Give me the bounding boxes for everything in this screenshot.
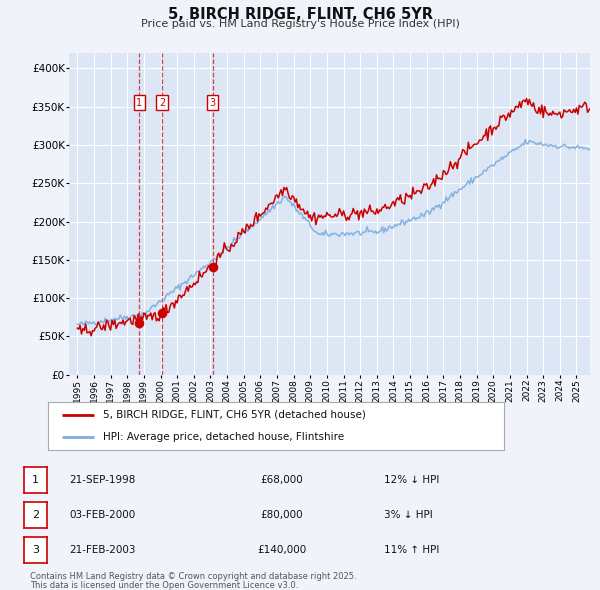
Text: HPI: Average price, detached house, Flintshire: HPI: Average price, detached house, Flin… <box>103 432 344 442</box>
Text: 12% ↓ HPI: 12% ↓ HPI <box>384 475 439 485</box>
Text: 3: 3 <box>32 545 39 555</box>
Text: Price paid vs. HM Land Registry's House Price Index (HPI): Price paid vs. HM Land Registry's House … <box>140 19 460 29</box>
Text: This data is licensed under the Open Government Licence v3.0.: This data is licensed under the Open Gov… <box>30 581 298 590</box>
Text: 3: 3 <box>209 98 216 108</box>
Text: 03-FEB-2000: 03-FEB-2000 <box>69 510 135 520</box>
Text: 2: 2 <box>32 510 39 520</box>
Text: 11% ↑ HPI: 11% ↑ HPI <box>384 545 439 555</box>
Text: 21-SEP-1998: 21-SEP-1998 <box>69 475 136 485</box>
Text: £68,000: £68,000 <box>260 475 304 485</box>
Text: 5, BIRCH RIDGE, FLINT, CH6 5YR: 5, BIRCH RIDGE, FLINT, CH6 5YR <box>167 7 433 22</box>
Point <box>134 318 144 327</box>
Point <box>208 263 218 272</box>
Point <box>157 309 167 318</box>
Text: 21-FEB-2003: 21-FEB-2003 <box>69 545 136 555</box>
Text: 1: 1 <box>136 98 142 108</box>
Text: 5, BIRCH RIDGE, FLINT, CH6 5YR (detached house): 5, BIRCH RIDGE, FLINT, CH6 5YR (detached… <box>103 410 365 420</box>
Text: 3% ↓ HPI: 3% ↓ HPI <box>384 510 433 520</box>
Text: 2: 2 <box>159 98 165 108</box>
Text: £80,000: £80,000 <box>260 510 304 520</box>
Text: Contains HM Land Registry data © Crown copyright and database right 2025.: Contains HM Land Registry data © Crown c… <box>30 572 356 581</box>
Text: £140,000: £140,000 <box>257 545 307 555</box>
Text: 1: 1 <box>32 475 39 485</box>
